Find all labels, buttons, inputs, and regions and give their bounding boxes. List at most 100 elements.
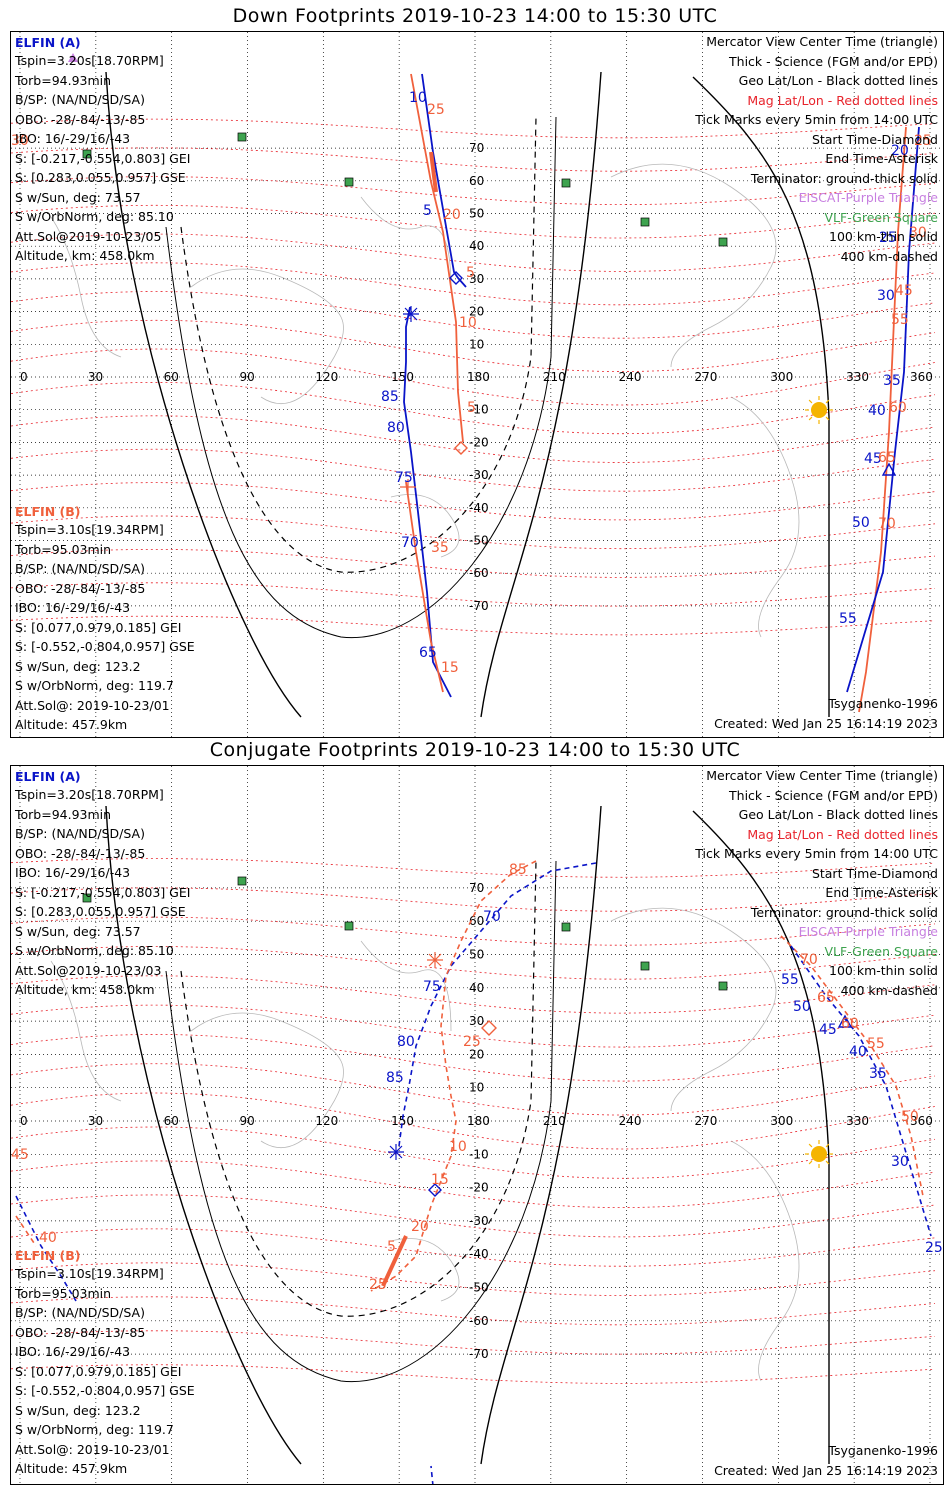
- track-label-a: 80: [387, 420, 405, 436]
- legend-item: 100 km-thin solid: [829, 963, 938, 978]
- info-line: B/SP: (NA/ND/SD/SA): [15, 826, 145, 841]
- mag-lat-line: [11, 1126, 936, 1179]
- lon-tick-label: 120: [315, 1114, 338, 1128]
- lon-tick-label: 120: [315, 370, 338, 384]
- model-label: Tsyganenko-1996: [828, 1443, 938, 1458]
- track-b-north: [410, 73, 464, 443]
- sun-icon: [811, 402, 827, 418]
- mag-lat-line: [11, 176, 936, 205]
- track-label-b: 65: [878, 450, 896, 466]
- vlf-square: [237, 132, 247, 142]
- vlf-square: [344, 921, 354, 931]
- mag-lat-line: [11, 1262, 936, 1296]
- track-label-a: 45: [819, 1022, 837, 1038]
- track-a-south: [403, 306, 452, 698]
- lat-tick-label: 20: [469, 1047, 484, 1061]
- track-label-a: 10: [409, 90, 427, 106]
- track-label-a: 20: [891, 143, 909, 159]
- track-a-east: [846, 126, 920, 693]
- track-label-a: 65: [419, 645, 437, 661]
- lat-tick-label: 60: [469, 174, 484, 188]
- mag-lat-line: [11, 887, 936, 912]
- lon-tick-label: 0: [20, 370, 28, 384]
- mag-lat-line: [11, 946, 936, 980]
- mag-lat-line: [11, 381, 936, 435]
- track-a-west: [15, 1195, 77, 1302]
- mag-lat-line: [11, 1296, 936, 1326]
- lat-tick-label: 40: [469, 239, 484, 253]
- panel-title-down: Down Footprints 2019-10-23 14:00 to 15:3…: [232, 5, 718, 27]
- legend-item: Terminator: ground-thick solid: [750, 904, 938, 920]
- info-line: S w/OrbNorm, deg: 119.7: [15, 1422, 174, 1437]
- track-a-north: [421, 73, 467, 288]
- elfin-a-label: ELFIN (A): [15, 35, 81, 50]
- boundary-100km: [165, 116, 557, 639]
- info-line: Att.Sol@2019-10-23/05: [15, 228, 162, 244]
- track-a-conjugate: [398, 862, 597, 1147]
- lat-tick-label: -50: [469, 534, 489, 548]
- legend-item: Mag Lat/Lon - Red dotted lines: [747, 826, 938, 842]
- track-label-a: 40: [868, 403, 886, 419]
- info-line: OBO: -28/-84/-13/-85: [15, 580, 146, 596]
- lat-tick-label: 50: [469, 207, 484, 221]
- track-label-b: 70: [800, 952, 818, 968]
- lat-tick-label: -30: [469, 1214, 489, 1228]
- lon-tick-label: 300: [770, 1114, 793, 1128]
- track-label-a: 85: [386, 1070, 404, 1086]
- info-line: S: [-0.217,-0.554,0.803] GEI: [15, 150, 191, 166]
- track-label-b: 25: [369, 1277, 387, 1293]
- info-line: IBO: 16/-29/16/-43: [15, 131, 131, 146]
- lon-tick-label: 180: [467, 1114, 490, 1128]
- info-line: Torb=95.03min: [15, 541, 112, 557]
- track-label-b: 40: [39, 1230, 57, 1246]
- lon-tick-label: 60: [164, 370, 179, 384]
- info-line: B/SP: (NA/ND/SD/SA): [15, 92, 145, 107]
- center-triangle: [837, 1014, 853, 1028]
- info-line: IBO: 16/-29/16/-43: [15, 600, 131, 615]
- track-a-conjugate-end: [430, 1465, 434, 1484]
- end-asterisk: [403, 306, 419, 322]
- track-label-a: 70: [483, 909, 501, 925]
- lat-tick-label: -20: [469, 1181, 489, 1195]
- terminator-ground: [105, 805, 602, 1465]
- lat-tick-label: 70: [469, 141, 484, 155]
- legend: Mercator View Center Time (triangle) Thic…: [695, 32, 938, 266]
- lon-tick-label: 30: [88, 370, 103, 384]
- legend-item: End Time-Asterisk: [825, 151, 938, 166]
- end-asterisk: [388, 1144, 404, 1160]
- info-line: Torb=94.93min: [15, 72, 112, 88]
- lat-tick-label: -70: [469, 1347, 489, 1361]
- lat-tick-label: -40: [469, 1247, 489, 1261]
- coastline: [730, 1140, 800, 1382]
- legend-item: Thick - Science (FGM and/or EPD): [729, 787, 938, 803]
- vlf-square: [718, 981, 728, 991]
- lat-tick-label: 10: [469, 1081, 484, 1095]
- track-label-a: 35: [869, 1066, 887, 1082]
- track-label-a: 5: [423, 203, 432, 219]
- lat-tick-label: 30: [469, 1014, 484, 1028]
- mag-lat-line: [11, 204, 936, 239]
- track-label-b: 5: [466, 265, 475, 281]
- legend: Mercator View Center Time (triangle) Thic…: [695, 766, 938, 1000]
- track-label-a: 75: [423, 979, 441, 995]
- info-line: Att.Sol@2019-10-23/03: [15, 962, 162, 978]
- track-label-a: 50: [852, 515, 870, 531]
- lat-tick-label: 20: [469, 305, 484, 319]
- boundary-400km: [180, 116, 537, 573]
- legend-item: Geo Lat/Lon - Black dotted lines: [738, 73, 938, 88]
- track-label-a: 85: [381, 389, 399, 405]
- start-diamond: [428, 1183, 442, 1197]
- mag-lat-line: [11, 515, 936, 550]
- sun-ray: [825, 1143, 830, 1148]
- panel-title-conjugate: Conjugate Footprints 2019-10-23 14:00 to…: [209, 739, 741, 761]
- mag-lat-line: [11, 319, 936, 373]
- info-line: S: [-0.552,-0.804,0.957] GSE: [15, 639, 195, 654]
- mag-lat-line: [11, 582, 936, 607]
- info-line: S w/OrbNorm, deg: 85.10: [15, 943, 174, 958]
- info-line: Altitude, km: 458.0km: [15, 982, 155, 997]
- track-label-a: 40: [849, 1044, 867, 1060]
- vlf-square: [561, 922, 571, 932]
- mag-lat-line: [11, 615, 936, 636]
- track-label-b: 5: [467, 400, 476, 416]
- sun-ray: [825, 1160, 830, 1165]
